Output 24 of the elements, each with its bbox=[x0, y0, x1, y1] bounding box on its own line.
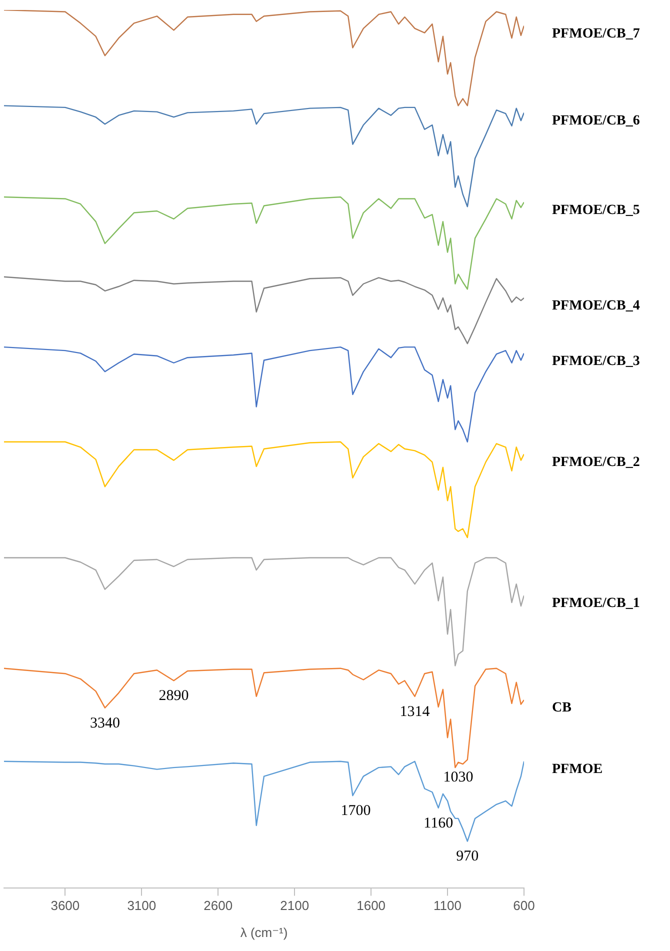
x-tick-label: 2100 bbox=[280, 898, 310, 914]
text: PFMOE/CB_1 bbox=[552, 596, 640, 612]
text: PFMOE/CB_3 bbox=[552, 354, 640, 369]
annotation: 1700 bbox=[340, 803, 371, 820]
x-tick-label: 1600 bbox=[356, 898, 386, 914]
x-tick-label: 1100 bbox=[434, 898, 462, 914]
annotation: 3340 bbox=[90, 715, 120, 732]
text: CB bbox=[552, 700, 572, 716]
text: PFMOE/CB_5 bbox=[552, 202, 640, 218]
x-tick-label: 600 bbox=[513, 898, 535, 914]
annotation: 1314 bbox=[400, 704, 430, 720]
annotation: 1030 bbox=[443, 770, 474, 786]
text: PFMOE/CB_6 bbox=[552, 113, 640, 128]
text: PFMOE/CB_7 bbox=[552, 26, 640, 42]
annotation: 970 bbox=[456, 848, 479, 865]
x-tick-label: 2600 bbox=[204, 898, 233, 914]
annotation: 2890 bbox=[158, 688, 189, 704]
x-tick-label: 3600 bbox=[50, 898, 80, 914]
text: PFMOE bbox=[552, 762, 603, 778]
annotation: 1160 bbox=[424, 815, 454, 832]
x-axis-title: λ (cm⁻¹) bbox=[240, 924, 288, 940]
text: PFMOE/CB_2 bbox=[552, 454, 640, 470]
text: PFMOE/CB_4 bbox=[552, 298, 640, 314]
x-tick-label: 3100 bbox=[127, 898, 156, 914]
